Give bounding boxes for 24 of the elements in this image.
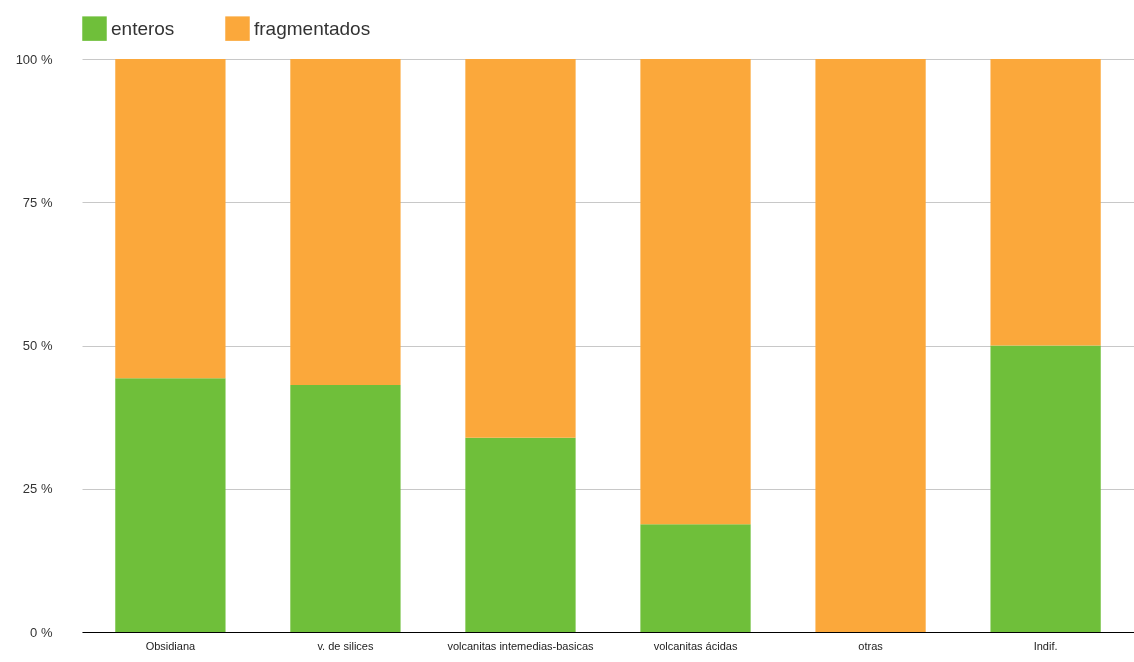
x-tick-label: Indif. [1033, 639, 1058, 652]
y-tick-label: 75 % [22, 194, 53, 210]
y-tick-label: 25 % [22, 481, 53, 497]
bar [990, 345, 1101, 632]
bar [465, 437, 576, 632]
legend-label: enteros [111, 17, 175, 39]
y-tick-label: 50 % [22, 338, 53, 353]
bar [290, 385, 401, 632]
bar [465, 59, 576, 438]
bar [115, 59, 226, 379]
x-tick-label: Obsidiana [145, 639, 197, 652]
bar [990, 59, 1101, 346]
y-tick-label: 100 % [15, 51, 53, 67]
x-tick-label: volcanitas ácidas [653, 639, 738, 652]
x-tick-label: volcanitas intemedias-basicas [447, 639, 595, 652]
bar [640, 59, 751, 525]
x-tick-label: otras [858, 639, 884, 652]
legend-label: fragmentados [254, 17, 371, 39]
y-tick-label: 0 % [30, 624, 53, 640]
bar [115, 378, 226, 632]
bar [815, 59, 926, 632]
bar [640, 524, 751, 632]
x-tick-label: v. de silices [317, 639, 374, 652]
bar [290, 59, 401, 386]
